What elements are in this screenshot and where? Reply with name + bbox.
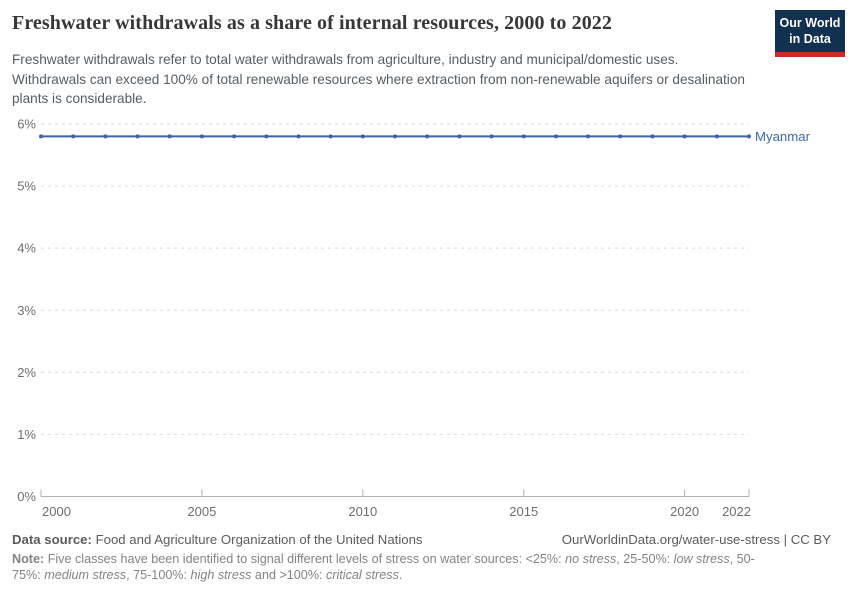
- series-marker-myanmar-2005: [199, 134, 204, 139]
- series-marker-myanmar-2014: [489, 134, 494, 139]
- series-marker-myanmar-2007: [264, 134, 269, 139]
- note-plain-text: , 25-50%:: [616, 552, 674, 566]
- footer-source-row: Data source: Food and Agriculture Organi…: [12, 532, 831, 547]
- x-axis-label-2015: 2015: [509, 504, 538, 519]
- note-italic-term: high stress: [190, 567, 252, 582]
- series-marker-myanmar-2000: [39, 134, 43, 139]
- series-marker-myanmar-2006: [232, 134, 237, 139]
- note-plain-text: and >100%:: [251, 567, 327, 582]
- series-marker-myanmar-2001: [71, 134, 76, 139]
- series-marker-myanmar-2010: [360, 134, 365, 139]
- series-marker-myanmar-2003: [135, 134, 140, 139]
- y-axis-label-4pct: 4%: [17, 241, 36, 256]
- data-source-value: Food and Agriculture Organization of the…: [95, 532, 423, 547]
- series-marker-myanmar-2009: [328, 134, 333, 139]
- data-source-label: Data source:: [12, 532, 92, 547]
- series-marker-myanmar-2013: [457, 134, 462, 139]
- series-marker-myanmar-2012: [425, 134, 430, 139]
- y-axis-label-6pct: 6%: [17, 117, 36, 132]
- x-axis-label-2005: 2005: [187, 504, 216, 519]
- note-italic-term: critical stress: [326, 567, 399, 582]
- series-marker-myanmar-2019: [650, 134, 655, 139]
- note-plain-text: .: [398, 567, 403, 582]
- owid-logo[interactable]: Our World in Data: [775, 10, 845, 57]
- page-title: Freshwater withdrawals as a share of int…: [12, 12, 613, 34]
- line-chart: 0% 1% 2% 3% 4% 5% 6% 2000 2005 2010 2015 2020 2022 My…: [17, 117, 811, 520]
- x-axis-label-2010: 2010: [348, 504, 377, 519]
- series-marker-myanmar-2011: [393, 134, 397, 139]
- data-source: Data source: Food and Agriculture Organi…: [12, 532, 423, 547]
- y-axis-label-1pct: 1%: [17, 427, 36, 442]
- series-marker-myanmar-2008: [296, 134, 301, 139]
- y-axis-label-2pct: 2%: [17, 365, 36, 380]
- series-marker-myanmar-2002: [103, 134, 108, 139]
- x-axis-label-2020: 2020: [670, 504, 699, 519]
- series-marker-myanmar-2016: [553, 134, 558, 139]
- note-italic-term: medium stress: [44, 567, 127, 582]
- x-axis-label-2000: 2000: [42, 504, 71, 519]
- owid-logo-line1: Our World: [779, 16, 841, 30]
- note-plain-text: Five classes have been identified to sig…: [47, 552, 566, 566]
- series-marker-myanmar-2022: [747, 134, 751, 139]
- series-marker-myanmar-2020: [682, 134, 687, 139]
- owid-logo-line2: in Data: [789, 31, 831, 46]
- note-plain-text: , 50-75%:: [12, 552, 755, 582]
- series-label-myanmar[interactable]: Myanmar: [755, 129, 811, 144]
- series-marker-myanmar-2021: [714, 134, 719, 139]
- series-marker-myanmar-2018: [618, 134, 623, 139]
- chart-subtitle: Freshwater withdrawals refer to total wa…: [12, 52, 745, 106]
- note-label: Note:: [12, 552, 45, 566]
- series-marker-myanmar-2004: [167, 134, 172, 139]
- y-axis-label-3pct: 3%: [17, 303, 36, 318]
- y-axis-label-0pct: 0%: [17, 489, 36, 504]
- owid-url-link[interactable]: OurWorldinData.org/water-use-stress | CC…: [561, 532, 831, 547]
- note-italic-term: low stress: [673, 552, 730, 566]
- note-text: Five classes have been identified to sig…: [12, 552, 755, 582]
- note-plain-text: , 75-100%:: [126, 567, 191, 582]
- series-marker-myanmar-2015: [521, 134, 526, 139]
- note-italic-term: no stress: [565, 552, 617, 566]
- series-marker-myanmar-2017: [586, 134, 591, 139]
- footer-note: Note: Five classes have been identified …: [12, 552, 757, 583]
- y-axis-label-5pct: 5%: [17, 179, 36, 194]
- x-axis-label-2022: 2022: [722, 504, 751, 519]
